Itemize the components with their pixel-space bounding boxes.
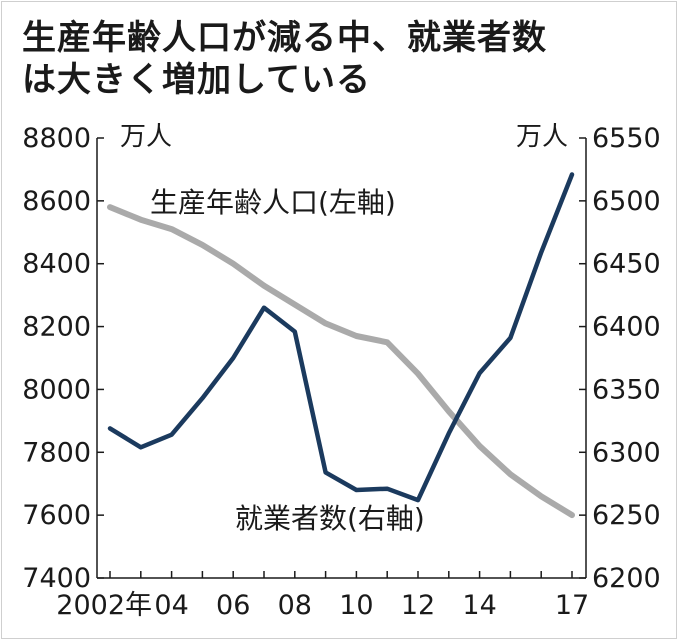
left-axis-tick-label: 8000 bbox=[22, 374, 91, 405]
x-axis-tick-label: 12 bbox=[401, 590, 435, 621]
left-axis-tick-label: 8600 bbox=[22, 186, 91, 217]
x-axis-tick-label: 06 bbox=[216, 590, 250, 621]
working-age-population-line bbox=[107, 204, 575, 519]
right-axis-tick-label: 6350 bbox=[592, 374, 661, 405]
chart-title-line-2: は大きく増加している bbox=[22, 60, 371, 100]
left-axis-tick-label: 7800 bbox=[22, 437, 91, 468]
left-axis-tick-label: 7400 bbox=[22, 563, 91, 594]
right-axis-tick-label: 6300 bbox=[592, 437, 661, 468]
right-axis-tick-label: 6200 bbox=[592, 563, 661, 594]
chart-series-lines bbox=[107, 172, 575, 519]
x-axis-tick-label: 08 bbox=[278, 590, 312, 621]
chart-axes bbox=[96, 137, 587, 579]
employed-persons-line bbox=[107, 172, 575, 503]
left-axis-unit: 万人 bbox=[120, 122, 172, 152]
x-axis-tick-label: 2002年 bbox=[56, 590, 152, 621]
series-label-employed: 就業者数(右軸) bbox=[235, 502, 425, 535]
left-axis-tick-label: 8800 bbox=[22, 123, 91, 154]
right-axis-unit: 万人 bbox=[516, 122, 568, 152]
chart-tick-labels: 7400 7600 7800 8000 8200 8400 8600 8800 6200 6250… bbox=[22, 123, 660, 621]
x-axis-tick-label: 17 bbox=[555, 590, 589, 621]
series-label-working-age: 生産年齢人口(左軸) bbox=[150, 186, 396, 219]
x-axis-tick-label: 04 bbox=[154, 590, 188, 621]
x-axis-tick-label: 10 bbox=[339, 590, 373, 621]
x-axis-tick-label: 14 bbox=[462, 590, 496, 621]
chart-title-line-1: 生産年齢人口が減る中、就業者数 bbox=[22, 18, 547, 58]
left-axis-tick-label: 8200 bbox=[22, 312, 91, 343]
left-axis-tick-label: 8400 bbox=[22, 249, 91, 280]
right-axis-tick-label: 6550 bbox=[592, 123, 661, 154]
left-axis-tick-label: 7600 bbox=[22, 500, 91, 531]
right-axis-tick-label: 6400 bbox=[592, 312, 661, 343]
right-axis-tick-label: 6450 bbox=[592, 249, 661, 280]
right-axis-tick-label: 6250 bbox=[592, 500, 661, 531]
right-axis-tick-label: 6500 bbox=[592, 186, 661, 217]
